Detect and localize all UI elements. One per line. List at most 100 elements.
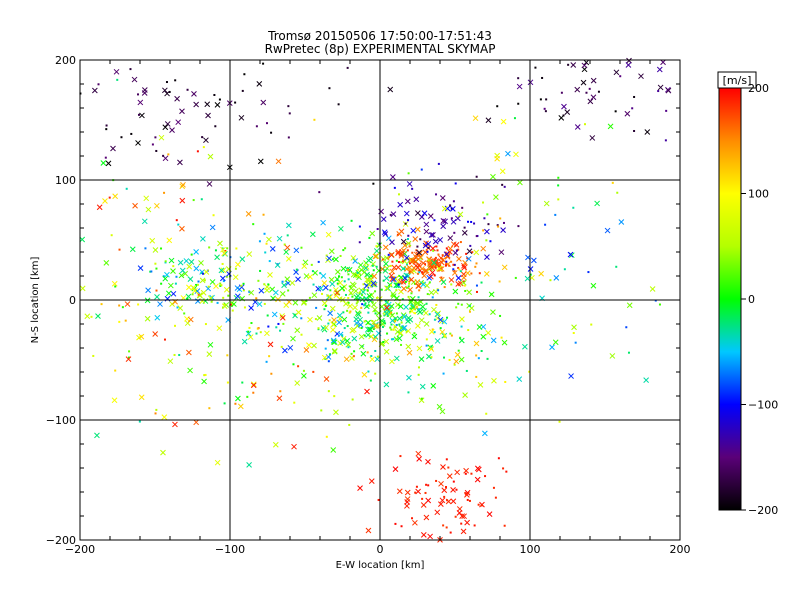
- data-point-dot: [241, 381, 244, 384]
- data-point-dot: [453, 363, 456, 366]
- data-point-cross: [382, 244, 389, 251]
- data-point-cross: [321, 300, 328, 307]
- data-point-dot: [455, 488, 458, 491]
- data-point-dot: [144, 247, 147, 250]
- data-point-dot: [433, 274, 436, 277]
- data-point-cross: [568, 373, 574, 379]
- data-point-dot: [154, 412, 157, 415]
- data-point-cross: [454, 469, 461, 476]
- data-point-cross: [275, 296, 281, 303]
- data-point-dot: [202, 146, 205, 149]
- data-point-cross: [343, 356, 350, 363]
- data-point-dot: [222, 296, 225, 299]
- data-point-dot: [444, 486, 447, 489]
- data-point-cross: [347, 303, 354, 309]
- data-point-cross: [490, 173, 496, 180]
- data-point-cross: [594, 200, 600, 207]
- data-point-dot: [355, 297, 358, 300]
- data-point-dot: [393, 186, 396, 189]
- data-point-cross: [257, 158, 264, 165]
- data-point-cross: [590, 77, 597, 84]
- data-point-dot: [442, 524, 445, 527]
- data-point-cross: [187, 276, 194, 282]
- data-point-dot: [401, 260, 404, 263]
- data-point-dot: [214, 125, 217, 128]
- data-point-cross: [250, 382, 257, 389]
- data-point-dot: [120, 136, 123, 139]
- data-point-dot: [444, 335, 447, 338]
- data-point-dot: [633, 129, 636, 132]
- data-point-dot: [358, 225, 361, 228]
- data-point-cross: [221, 250, 228, 257]
- data-point-cross: [397, 330, 404, 336]
- data-point-cross: [460, 271, 467, 278]
- data-point-cross: [204, 101, 211, 108]
- data-point-cross: [267, 271, 273, 278]
- data-point-cross: [336, 319, 342, 326]
- data-point-dot: [432, 249, 435, 252]
- data-point-cross: [177, 259, 184, 266]
- data-point-dot: [458, 268, 461, 271]
- data-point-cross: [165, 290, 172, 297]
- data-point-cross: [267, 341, 274, 348]
- data-point-dot: [409, 310, 412, 313]
- data-point-cross: [414, 264, 421, 271]
- y-tick-label: 200: [55, 54, 76, 67]
- data-point-cross: [571, 324, 577, 331]
- data-point-cross: [416, 456, 423, 462]
- data-point-cross: [187, 367, 193, 374]
- data-point-dot: [375, 245, 378, 248]
- data-point-cross: [485, 330, 492, 336]
- data-point-cross: [499, 168, 506, 175]
- data-point-cross: [84, 313, 91, 320]
- data-point-dot: [445, 458, 448, 461]
- data-point-dot: [348, 311, 351, 314]
- data-point-cross: [366, 293, 373, 299]
- data-point-dot: [574, 341, 577, 344]
- data-point-dot: [155, 289, 158, 292]
- data-point-cross: [403, 255, 410, 261]
- data-point-cross: [100, 160, 107, 166]
- data-point-dot: [381, 326, 384, 329]
- data-point-cross: [203, 137, 209, 144]
- data-point-dot: [370, 354, 373, 357]
- data-point-cross: [207, 153, 214, 160]
- data-point-dot: [453, 269, 456, 272]
- data-point-dot: [223, 402, 226, 405]
- data-point-cross: [269, 246, 276, 252]
- data-point-dot: [444, 264, 447, 267]
- data-point-cross: [178, 272, 185, 279]
- data-point-cross: [356, 274, 362, 281]
- data-point-dot: [259, 269, 262, 272]
- data-point-cross: [412, 519, 418, 526]
- data-point-cross: [282, 347, 288, 354]
- data-point-dot: [383, 319, 386, 322]
- data-point-dot: [486, 357, 489, 360]
- data-point-dot: [428, 313, 431, 316]
- data-point-dot: [114, 369, 117, 372]
- data-point-cross: [493, 194, 499, 201]
- data-point-dot: [196, 283, 199, 286]
- data-point-dot: [430, 345, 433, 348]
- data-point-dot: [426, 250, 429, 253]
- data-point-cross: [330, 339, 337, 345]
- data-point-cross: [205, 285, 212, 292]
- data-point-cross: [234, 293, 241, 300]
- data-point-cross: [110, 145, 116, 152]
- colorbar-tick-label: 100: [748, 188, 769, 201]
- data-point-dot: [426, 293, 429, 296]
- data-point-dot: [490, 293, 493, 296]
- data-point-dot: [389, 213, 392, 216]
- data-point-cross: [125, 356, 132, 363]
- data-point-cross: [366, 282, 373, 288]
- data-point-dot: [452, 480, 455, 483]
- data-point-dot: [484, 475, 487, 478]
- data-point-cross: [420, 281, 427, 288]
- data-point-dot: [448, 358, 451, 361]
- data-point-cross: [436, 403, 443, 410]
- data-point-dot: [496, 105, 499, 108]
- data-point-dot: [360, 306, 363, 309]
- data-point-cross: [414, 226, 421, 233]
- data-point-cross: [441, 205, 448, 212]
- data-point-cross: [415, 256, 422, 262]
